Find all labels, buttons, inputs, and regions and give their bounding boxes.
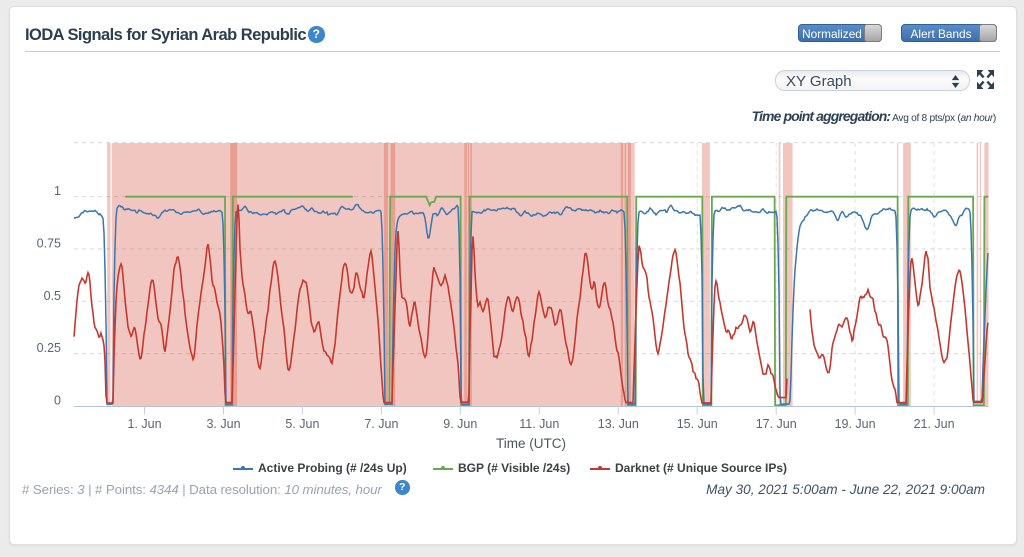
svg-text:15. Jun: 15. Jun xyxy=(677,417,718,431)
svg-text:19. Jun: 19. Jun xyxy=(835,417,876,431)
svg-text:Time (UTC): Time (UTC) xyxy=(496,436,566,451)
svg-text:0: 0 xyxy=(54,394,61,408)
svg-text:1. Jun: 1. Jun xyxy=(127,417,161,431)
svg-text:9. Jun: 9. Jun xyxy=(443,417,477,431)
svg-text:17. Jun: 17. Jun xyxy=(756,417,797,431)
svg-text:7. Jun: 7. Jun xyxy=(364,417,398,431)
svg-text:3. Jun: 3. Jun xyxy=(206,417,240,431)
svg-text:13. Jun: 13. Jun xyxy=(598,417,639,431)
svg-text:0.5: 0.5 xyxy=(44,289,61,303)
svg-text:11. Jun: 11. Jun xyxy=(519,417,559,431)
svg-text:5. Jun: 5. Jun xyxy=(285,417,319,431)
svg-text:21. Jun: 21. Jun xyxy=(914,417,955,431)
svg-text:0.25: 0.25 xyxy=(37,341,61,355)
svg-text:1: 1 xyxy=(54,184,61,198)
svg-text:0.75: 0.75 xyxy=(37,236,61,250)
